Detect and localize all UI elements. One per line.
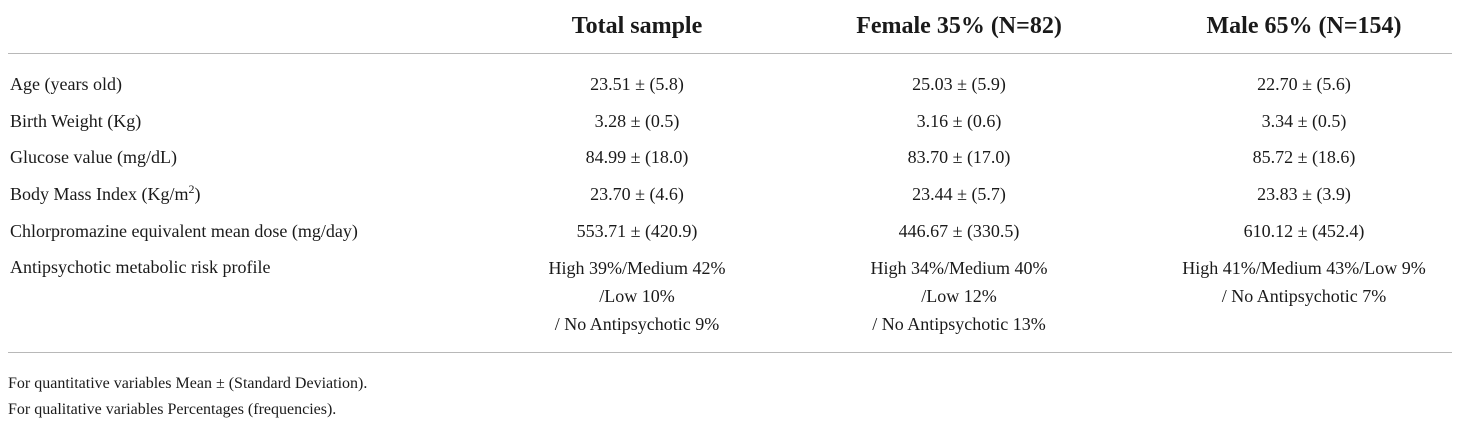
cell-total: 84.99 ± (18.0) [512,139,762,176]
cell-male: 23.83 ± (3.9) [1156,176,1452,213]
cell-female: 25.03 ± (5.9) [762,54,1156,103]
cell-male: High 41%/Medium 43%/Low 9% / No Antipsych… [1156,248,1452,353]
cell-female-value: 3.16 ± (0.6) [916,110,1002,131]
cell-female: 3.16 ± (0.6) [762,103,1156,140]
cell-female-value: 23.44 ± (5.7) [912,184,1006,205]
footnote-quantitative: For quantitative variables Mean ± (Stand… [8,375,368,392]
cell-male-value: 3.34 ± (0.5) [1261,110,1347,131]
cell-male-value: 610.12 ± (452.4) [1243,220,1365,241]
row-label: Birth Weight (Kg) [8,103,512,140]
cell-female-value: /Low 12% [921,285,997,306]
cell-total-value: 553.71 ± (420.9) [576,220,698,241]
cell-total-value: 3.28 ± (0.5) [594,110,680,131]
table-row: Birth Weight (Kg) 3.28 ± (0.5) 3.16 ± (0.6… [8,103,1452,140]
cell-total: 3.28 ± (0.5) [512,103,762,140]
cell-female: 23.44 ± (5.7) [762,176,1156,213]
cell-total: 553.71 ± (420.9) [512,212,762,249]
footnote-qualitative: For qualitative variables Percentages (f… [8,401,337,418]
cell-female-value: 25.03 ± (5.9) [912,74,1006,95]
cell-total-value: / No Antipsychotic 9% [554,313,720,334]
cell-total-value: 84.99 ± (18.0) [585,147,689,168]
header-male: Male 65% (N=154) [1156,0,1452,54]
table-row: Age (years old) 23.51 ± (5.8) 25.03 ± (5.9… [8,54,1452,103]
table-row: Antipsychotic metabolic risk profile High… [8,248,1452,353]
cell-female-value: 83.70 ± (17.0) [907,147,1011,168]
row-label: Age (years old) [8,54,512,103]
row-label-text: Age (years old) [10,74,122,95]
table-body: Age (years old) 23.51 ± (5.8) 25.03 ± (5.9… [8,54,1452,353]
cell-total-value: 23.51 ± (5.8) [590,74,684,95]
row-label: Glucose value (mg/dL) [8,139,512,176]
row-label-text: Antipsychotic metabolic risk profile [10,256,271,277]
header-row: Total sample Female 35% (N=82) Male 65% … [8,0,1452,54]
cell-total: 23.70 ± (4.6) [512,176,762,213]
row-label-text: Chlorpromazine equivalent mean dose (mg/… [10,220,358,241]
table-row: Body Mass Index (Kg/m2) 23.70 ± (4.6) 23.4… [8,176,1452,213]
cell-female: 83.70 ± (17.0) [762,139,1156,176]
cell-male: 610.12 ± (452.4) [1156,212,1452,249]
row-label: Chlorpromazine equivalent mean dose (mg/… [8,212,512,249]
cell-total-value: 23.70 ± (4.6) [590,184,684,205]
cell-female-value: High 34%/Medium 40% [870,257,1048,278]
table-row: Glucose value (mg/dL) 84.99 ± (18.0) 83.70… [8,139,1452,176]
cell-female: High 34%/Medium 40% /Low 12% / No Antipsyc… [762,248,1156,353]
cell-male-value: 22.70 ± (5.6) [1257,74,1351,95]
row-label-text: Birth Weight (Kg) [10,110,142,131]
header-variable [8,0,512,54]
table-row: Chlorpromazine equivalent mean dose (mg/… [8,212,1452,249]
cell-female-value: / No Antipsychotic 13% [872,313,1046,334]
cell-female-value: 446.67 ± (330.5) [898,220,1020,241]
table-container: Total sample Female 35% (N=82) Male 65% … [8,0,1452,353]
header-female: Female 35% (N=82) [762,0,1156,54]
cell-male-value: High 41%/Medium 43%/Low 9% [1182,257,1426,278]
row-label-superscript: 2 [188,182,195,197]
row-label-text: Body Mass Index (Kg/m [10,184,189,205]
cell-male: 3.34 ± (0.5) [1156,103,1452,140]
cell-male: 85.72 ± (18.6) [1156,139,1452,176]
cell-total-value: High 39%/Medium 42% [548,257,726,278]
row-label-suffix: ) [194,184,201,205]
cell-total: High 39%/Medium 42% /Low 10% / No Antipsyc… [512,248,762,353]
characteristics-table: Total sample Female 35% (N=82) Male 65% … [8,0,1452,353]
cell-male-value: / No Antipsychotic 7% [1221,285,1387,306]
cell-total: 23.51 ± (5.8) [512,54,762,103]
cell-total-value: /Low 10% [599,285,675,306]
cell-male-value: 85.72 ± (18.6) [1252,147,1356,168]
cell-female: 446.67 ± (330.5) [762,212,1156,249]
cell-male: 22.70 ± (5.6) [1156,54,1452,103]
table-footnotes: For quantitative variables Mean ± (Stand… [8,371,367,423]
row-label: Antipsychotic metabolic risk profile [8,248,512,353]
row-label: Body Mass Index (Kg/m2) [8,176,512,213]
header-total-sample: Total sample [512,0,762,54]
row-label-text: Glucose value (mg/dL) [10,147,177,168]
cell-male-value: 23.83 ± (3.9) [1257,184,1351,205]
